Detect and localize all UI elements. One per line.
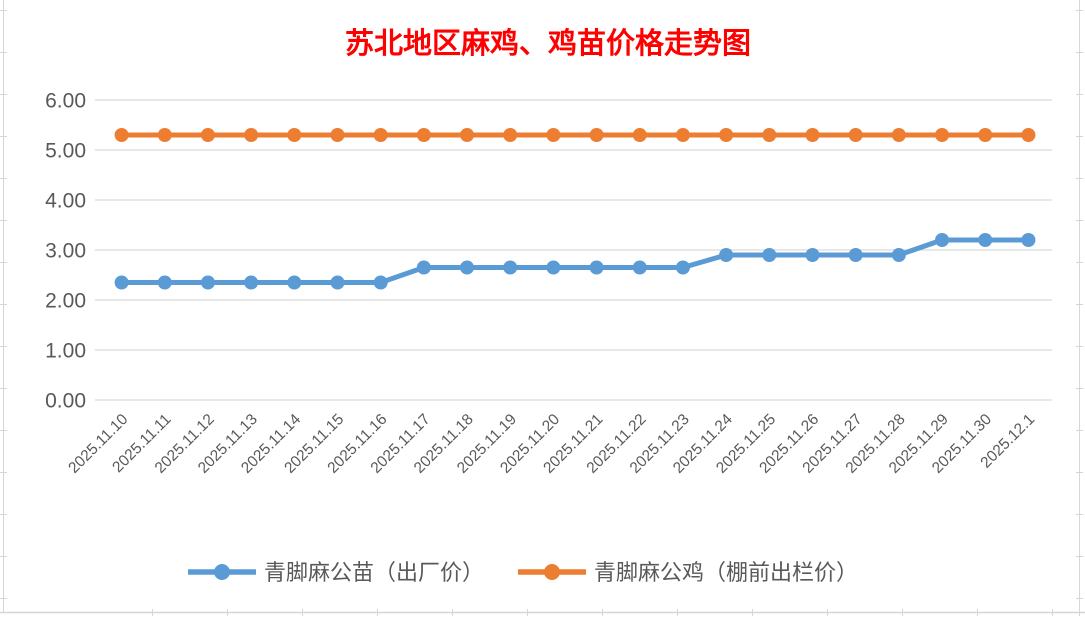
data-point xyxy=(848,248,863,262)
data-point xyxy=(503,260,518,275)
data-point xyxy=(935,233,950,247)
legend-label-rooster: 青脚麻公鸡（棚前出栏价） xyxy=(594,560,858,585)
data-point xyxy=(589,128,604,142)
data-point xyxy=(891,248,906,262)
data-point xyxy=(287,275,302,290)
data-point xyxy=(287,128,302,142)
data-point xyxy=(373,128,388,142)
data-point xyxy=(330,128,345,142)
data-point xyxy=(460,260,475,275)
y-axis-tick-label: 4.00 xyxy=(45,190,86,213)
data-point xyxy=(719,128,734,142)
data-point xyxy=(935,128,950,142)
data-point xyxy=(114,128,129,142)
series-0 xyxy=(114,233,1036,290)
data-point xyxy=(460,128,475,142)
data-point xyxy=(805,128,820,142)
data-point xyxy=(632,260,647,275)
legend-marker-chick xyxy=(214,564,230,580)
y-axis-tick-label: 1.00 xyxy=(45,340,86,363)
y-axis-tick-label: 6.00 xyxy=(45,90,86,113)
data-point xyxy=(891,128,906,142)
data-point xyxy=(1021,128,1036,142)
data-point xyxy=(719,248,734,262)
data-point xyxy=(373,275,388,290)
y-axis-tick-label: 3.00 xyxy=(45,240,86,263)
data-point xyxy=(762,248,777,262)
series-1 xyxy=(114,128,1036,142)
data-point xyxy=(503,128,518,142)
data-point xyxy=(762,128,777,142)
data-point xyxy=(546,128,561,142)
data-point xyxy=(330,275,345,290)
data-point xyxy=(978,233,993,247)
data-point xyxy=(675,260,690,275)
data-point xyxy=(157,275,172,290)
legend-item-rooster: 青脚麻公鸡（棚前出栏价） xyxy=(518,560,858,585)
data-point xyxy=(589,260,604,275)
legend-item-chick: 青脚麻公苗（出厂价） xyxy=(188,560,484,585)
gridlines xyxy=(95,99,1052,401)
x-axis-labels: 2025.11.102025.11.112025.11.122025.11.13… xyxy=(65,411,1038,477)
data-point xyxy=(200,128,215,142)
data-point xyxy=(200,275,215,290)
data-point xyxy=(632,128,647,142)
series-line xyxy=(119,237,1031,285)
data-point xyxy=(157,128,172,142)
y-axis-tick-label: 2.00 xyxy=(45,290,86,313)
data-point xyxy=(805,248,820,262)
data-point xyxy=(1021,233,1036,247)
legend-marker-rooster xyxy=(544,564,560,580)
legend-label-chick: 青脚麻公苗（出厂价） xyxy=(264,560,484,585)
data-point xyxy=(848,128,863,142)
data-series xyxy=(114,128,1036,290)
legend: 青脚麻公苗（出厂价） 青脚麻公鸡（棚前出栏价） xyxy=(188,560,858,585)
y-axis-labels: 0.00 1.00 2.00 3.00 4.00 5.00 6.00 xyxy=(45,90,86,413)
y-axis-tick-label: 5.00 xyxy=(45,140,86,163)
data-point xyxy=(244,128,259,142)
chart-title: 苏北地区麻鸡、鸡苗价格走势图 xyxy=(345,26,751,60)
data-point xyxy=(416,260,431,275)
data-point xyxy=(978,128,993,142)
data-point xyxy=(244,275,259,290)
y-axis-tick-label: 0.00 xyxy=(45,390,86,413)
data-point xyxy=(114,275,129,290)
data-point xyxy=(416,128,431,142)
data-point xyxy=(546,260,561,275)
data-point xyxy=(675,128,690,142)
